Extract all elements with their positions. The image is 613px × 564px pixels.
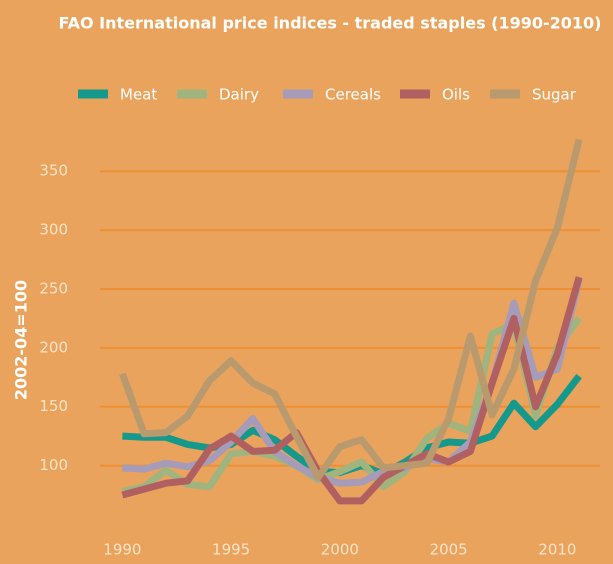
legend-label: Oils [442,86,470,104]
y-tick-label: 350 [39,162,68,180]
y-tick-label: 100 [39,456,68,474]
series-line [121,316,582,495]
y-axis-label: 2002-04=100 [12,280,31,400]
y-tick-label: 250 [39,279,68,297]
legend-label: Sugar [532,86,577,104]
x-tick-label: 1990 [103,541,141,559]
y-tick-label: 200 [39,338,68,356]
legend-label: Meat [120,86,157,104]
series-line [121,276,583,505]
legend-label: Dairy [219,86,259,104]
legend-label: Cereals [325,86,381,104]
x-tick-label: 2010 [538,541,576,559]
series-line [119,138,583,481]
x-tick-label: 2005 [430,541,468,559]
y-tick-label: 300 [39,221,68,239]
x-tick-label: 1995 [212,541,250,559]
x-tick-label: 2000 [321,541,359,559]
chart-title: FAO International price indices - traded… [59,14,602,33]
y-tick-label: 150 [39,397,68,415]
